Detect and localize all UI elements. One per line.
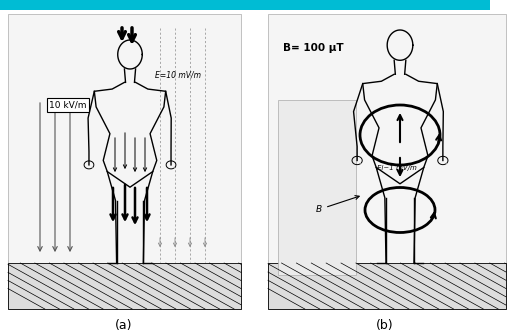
Text: (b): (b) xyxy=(376,320,394,333)
Bar xyxy=(268,263,506,309)
Text: Ei~1 mV/m: Ei~1 mV/m xyxy=(377,165,417,171)
Bar xyxy=(490,0,514,10)
Text: B: B xyxy=(316,196,359,214)
Bar xyxy=(8,14,241,309)
Text: 10 kV/m: 10 kV/m xyxy=(49,100,87,110)
Bar xyxy=(0,0,514,10)
Bar xyxy=(268,14,506,309)
Bar xyxy=(8,263,241,309)
Text: (a): (a) xyxy=(115,320,133,333)
Text: E=10 mV/m: E=10 mV/m xyxy=(155,70,201,79)
Bar xyxy=(278,100,356,275)
Text: B= 100 μT: B= 100 μT xyxy=(283,43,344,53)
